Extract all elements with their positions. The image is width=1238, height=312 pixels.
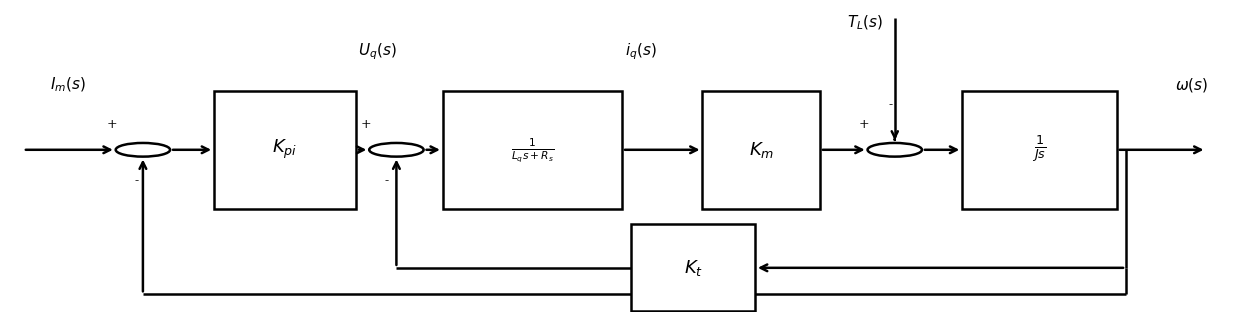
Text: $K_t$: $K_t$ bbox=[683, 258, 703, 278]
Text: -: - bbox=[135, 174, 139, 187]
Text: $\omega(s)$: $\omega(s)$ bbox=[1175, 76, 1208, 94]
Bar bbox=[962, 91, 1117, 209]
Text: $T_L(s)$: $T_L(s)$ bbox=[847, 13, 883, 32]
Text: +: + bbox=[858, 119, 869, 131]
Text: $\frac{1}{L_q s+R_s}$: $\frac{1}{L_q s+R_s}$ bbox=[511, 136, 555, 164]
Text: +: + bbox=[360, 119, 371, 131]
Circle shape bbox=[115, 143, 170, 157]
Bar bbox=[631, 224, 755, 311]
Circle shape bbox=[369, 143, 423, 157]
Bar bbox=[443, 91, 621, 209]
Circle shape bbox=[868, 143, 922, 157]
Text: $I_m(s)$: $I_m(s)$ bbox=[51, 76, 85, 94]
Text: $K_{pi}$: $K_{pi}$ bbox=[272, 138, 298, 161]
Bar bbox=[214, 91, 357, 209]
Bar bbox=[702, 91, 820, 209]
Text: +: + bbox=[106, 119, 118, 131]
Text: -: - bbox=[385, 174, 389, 187]
Text: $i_q(s)$: $i_q(s)$ bbox=[625, 41, 657, 62]
Text: $K_m$: $K_m$ bbox=[749, 140, 774, 160]
Text: $U_q(s)$: $U_q(s)$ bbox=[359, 41, 397, 62]
Text: $\frac{1}{Js}$: $\frac{1}{Js}$ bbox=[1032, 134, 1046, 165]
Text: -: - bbox=[889, 98, 893, 111]
